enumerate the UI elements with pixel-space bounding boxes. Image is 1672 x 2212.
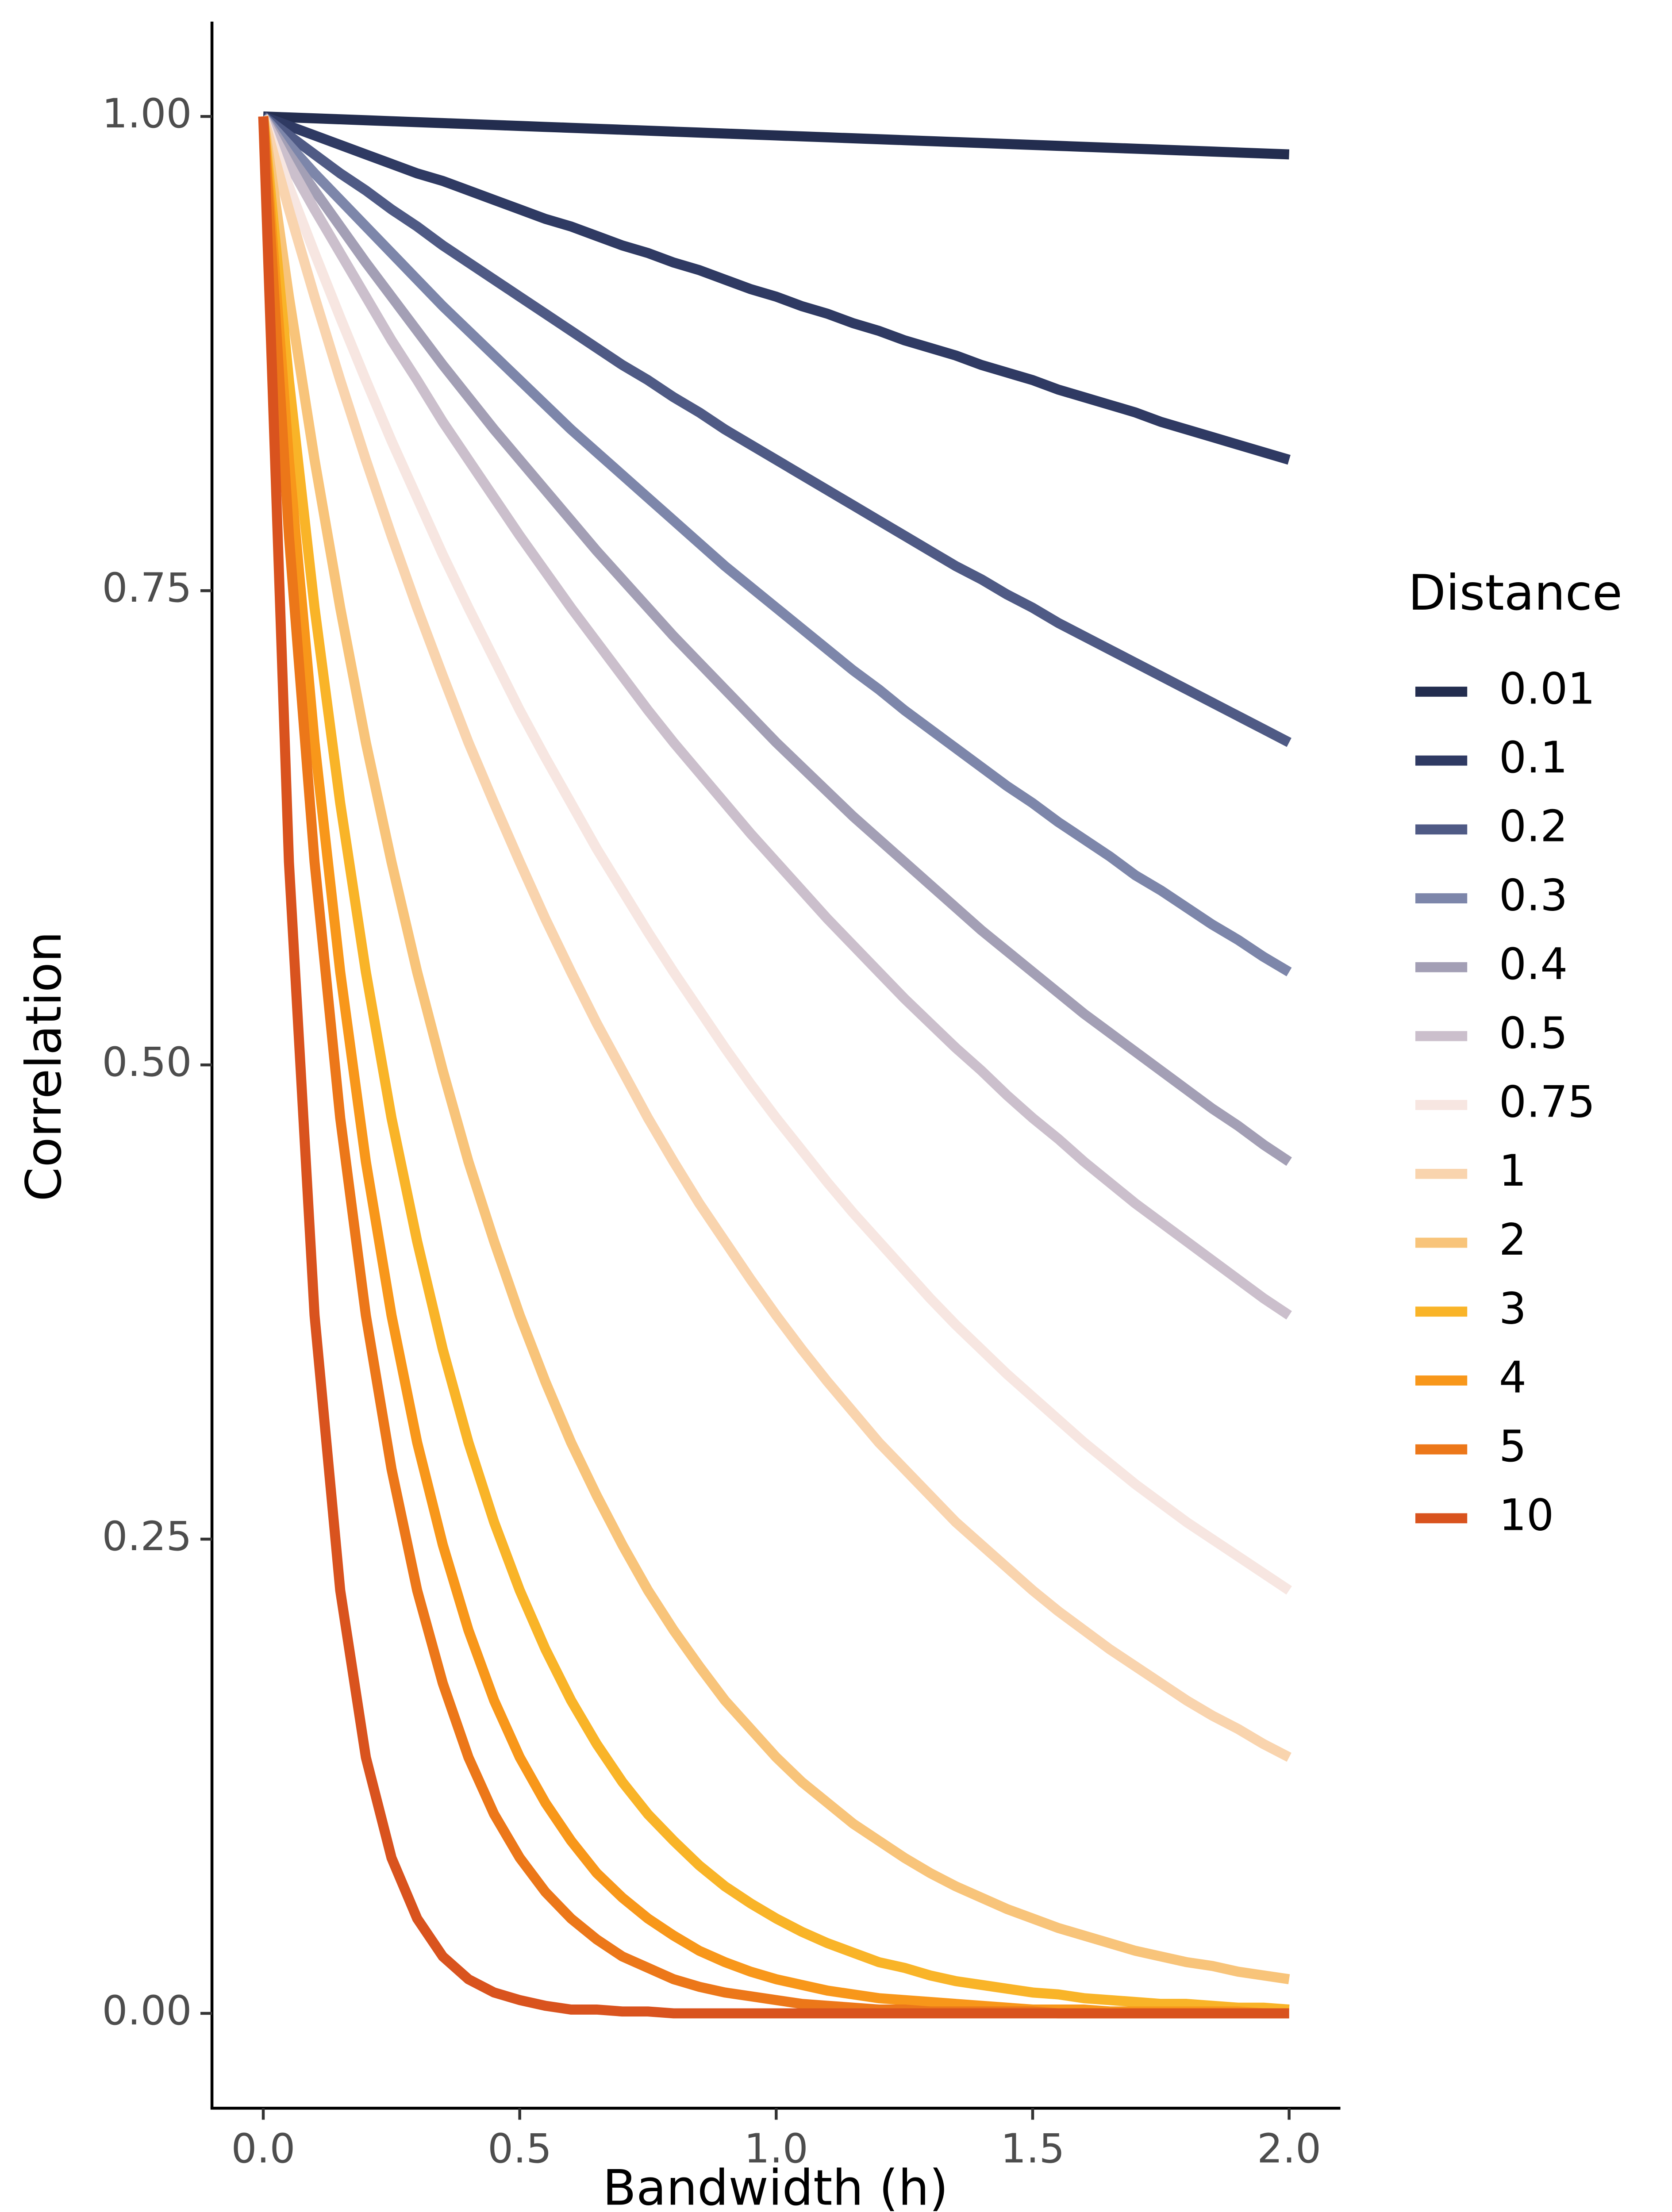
legend-label: 0.01 [1499,664,1595,714]
legend-title: Distance [1408,565,1622,622]
legend-label: 0.5 [1499,1008,1568,1059]
y-tick-label: 0.25 [102,1513,192,1560]
x-tick-label: 0.5 [488,2125,552,2172]
legend: 0.01 0.1 0.2 0.3 0.4 0.5 0.75 1 2 3 4 5 10 [1415,664,1595,1541]
series-line [258,115,1291,1762]
x-tick-label: 1.5 [1000,2125,1065,2172]
y-tick-label: 0.50 [102,1038,192,1086]
y-tick-label: 0.75 [102,564,192,611]
legend-label: 5 [1499,1421,1526,1472]
series-line [258,115,1292,1595]
legend-label: 0.2 [1499,802,1568,852]
legend-label: 0.75 [1499,1077,1595,1128]
x-tick-label: 2.0 [1257,2125,1321,2172]
legend-label: 0.1 [1499,733,1568,783]
series-line [261,111,1291,465]
legend-label: 3 [1499,1284,1526,1334]
x-tick-label: 1.0 [744,2125,808,2172]
series-line [259,113,1292,1166]
series-line [258,116,1289,2019]
series-line [258,116,1290,2015]
plot-area [258,111,1292,2019]
legend-label: 0.3 [1499,870,1568,921]
series-line [260,112,1291,747]
series-line [258,115,1290,1985]
series-line [263,111,1290,160]
legend-label: 10 [1499,1490,1554,1541]
y-tick-label: 0.00 [102,1987,192,2034]
legend-label: 4 [1499,1352,1526,1403]
series-line [258,114,1292,1320]
series-line [259,113,1292,976]
legend-label: 1 [1499,1146,1526,1196]
legend-label: 0.4 [1499,939,1568,990]
legend-label: 2 [1499,1215,1526,1265]
y-axis-title: Correlation [15,931,73,1202]
y-tick-label: 1.00 [102,90,192,137]
x-tick-label: 0.0 [231,2125,296,2172]
x-axis-title: Bandwidth (h) [603,2160,948,2212]
